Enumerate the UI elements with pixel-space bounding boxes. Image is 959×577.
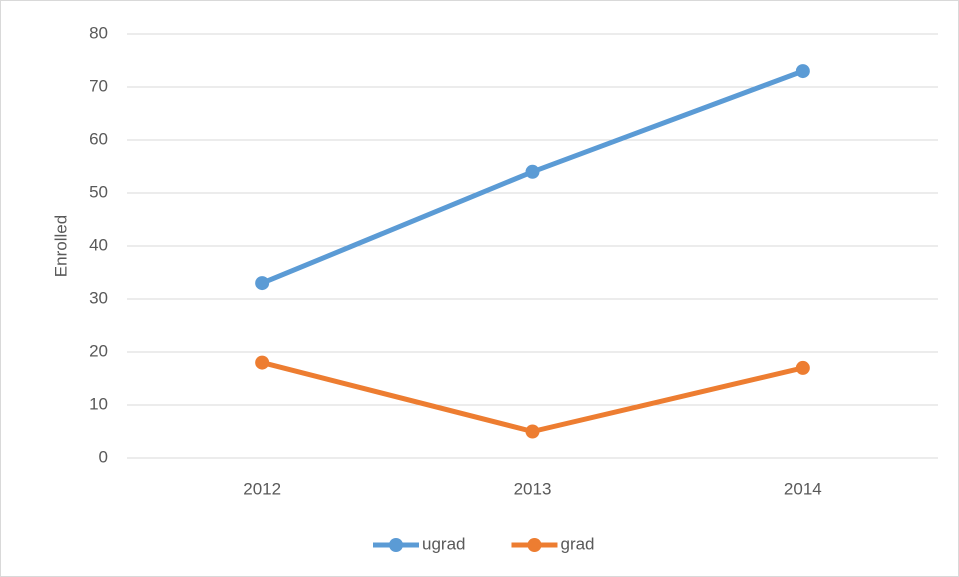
x-tick-label: 2012 bbox=[243, 479, 281, 498]
legend-label: grad bbox=[560, 534, 594, 553]
y-tick-label: 50 bbox=[89, 182, 108, 201]
x-tick-label: 2014 bbox=[784, 479, 822, 498]
y-tick-label: 40 bbox=[89, 235, 108, 254]
y-tick-label: 80 bbox=[89, 23, 108, 42]
data-point bbox=[255, 355, 270, 370]
legend-swatch-marker bbox=[389, 538, 403, 552]
y-tick-label: 0 bbox=[99, 447, 108, 466]
data-point bbox=[795, 360, 810, 375]
data-point bbox=[525, 424, 540, 439]
y-tick-label: 30 bbox=[89, 288, 108, 307]
y-tick-label: 10 bbox=[89, 394, 108, 413]
y-tick-label: 20 bbox=[89, 341, 108, 360]
legend-swatch-marker bbox=[527, 538, 542, 552]
y-tick-label: 60 bbox=[89, 129, 108, 148]
data-point bbox=[255, 276, 270, 291]
y-tick-label: 70 bbox=[89, 76, 108, 95]
x-tick-label: 2013 bbox=[514, 479, 552, 498]
legend-label: ugrad bbox=[422, 534, 465, 553]
data-point bbox=[525, 164, 540, 179]
y-axis-label: Enrolled bbox=[51, 215, 70, 277]
data-point bbox=[795, 64, 810, 79]
